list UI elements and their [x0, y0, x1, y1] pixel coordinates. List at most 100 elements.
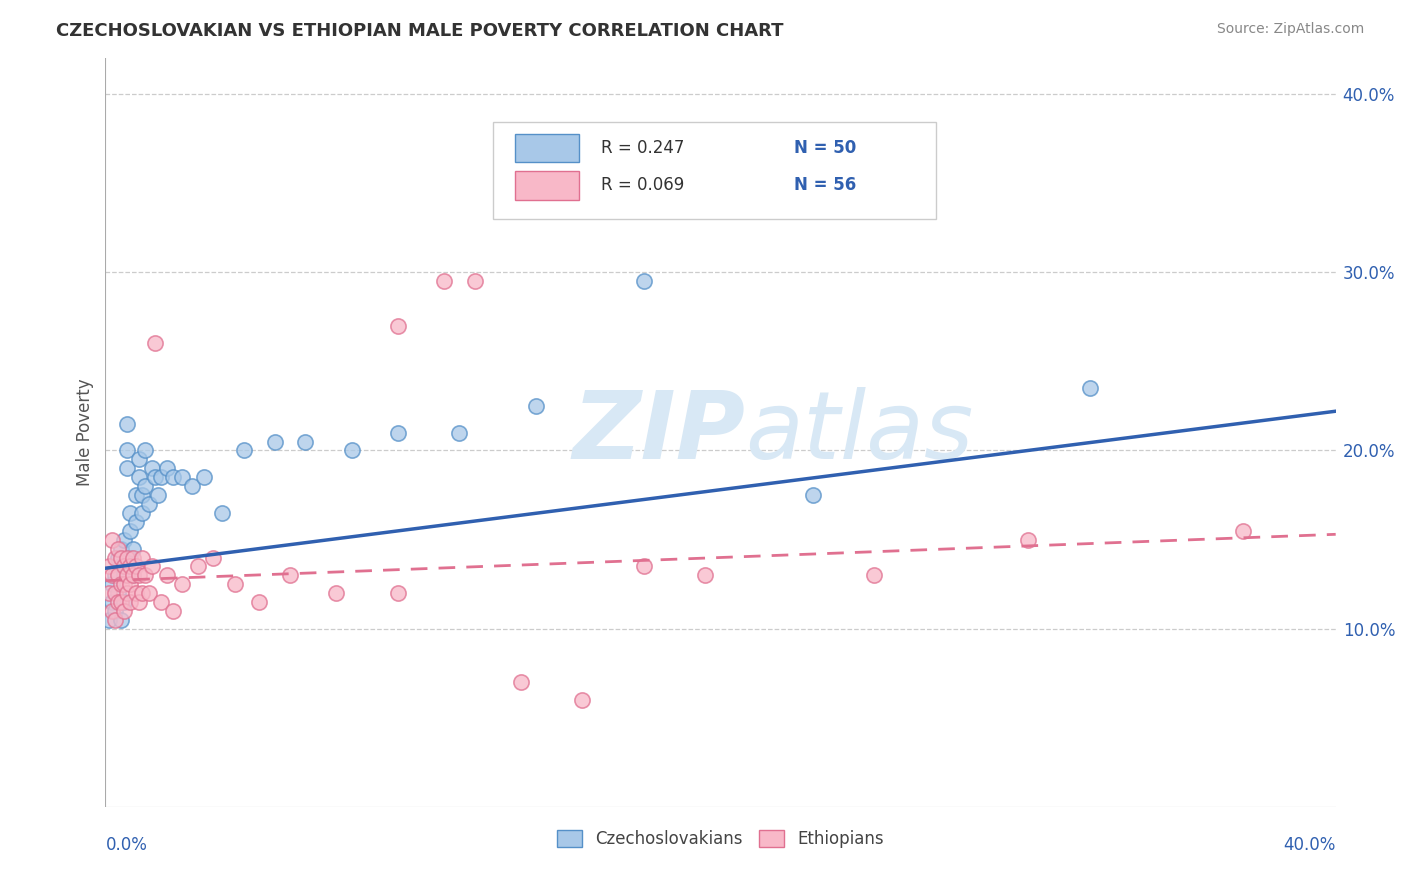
- Text: N = 50: N = 50: [794, 139, 856, 157]
- Point: [387, 318, 409, 333]
- Legend: Czechoslovakians, Ethiopians: Czechoslovakians, Ethiopians: [550, 823, 891, 855]
- Point: [193, 470, 215, 484]
- Point: [128, 568, 150, 582]
- Point: [134, 568, 156, 582]
- Point: [387, 425, 409, 440]
- Text: R = 0.069: R = 0.069: [602, 177, 685, 194]
- Point: [122, 568, 145, 582]
- Point: [112, 533, 135, 547]
- Text: atlas: atlas: [745, 387, 973, 478]
- Point: [115, 461, 138, 475]
- Point: [120, 577, 141, 591]
- Point: [464, 274, 486, 288]
- Point: [97, 559, 120, 574]
- Point: [325, 586, 347, 600]
- Point: [128, 595, 150, 609]
- Point: [112, 577, 135, 591]
- Point: [104, 613, 127, 627]
- Point: [278, 568, 301, 582]
- Point: [128, 470, 150, 484]
- Point: [202, 550, 225, 565]
- Point: [122, 568, 145, 582]
- Point: [149, 595, 172, 609]
- Point: [172, 470, 194, 484]
- Point: [138, 497, 160, 511]
- Text: ZIP: ZIP: [572, 386, 745, 479]
- Point: [141, 559, 163, 574]
- Point: [143, 470, 166, 484]
- Point: [107, 541, 129, 556]
- Point: [125, 488, 148, 502]
- Point: [211, 506, 233, 520]
- Point: [115, 568, 138, 582]
- Point: [110, 559, 132, 574]
- Point: [162, 604, 184, 618]
- Point: [104, 604, 127, 618]
- Point: [131, 550, 153, 565]
- Point: [107, 568, 129, 582]
- Point: [122, 550, 145, 565]
- Point: [141, 461, 163, 475]
- Point: [110, 577, 132, 591]
- Point: [571, 693, 593, 707]
- Point: [100, 577, 122, 591]
- Point: [146, 488, 169, 502]
- Point: [120, 595, 141, 609]
- Point: [143, 336, 166, 351]
- Point: [156, 461, 179, 475]
- Point: [100, 595, 122, 609]
- Point: [110, 595, 132, 609]
- Point: [149, 470, 172, 484]
- Text: 40.0%: 40.0%: [1284, 836, 1336, 854]
- Point: [115, 550, 138, 565]
- Point: [115, 443, 138, 458]
- Point: [1232, 524, 1254, 538]
- Point: [112, 559, 135, 574]
- Point: [131, 506, 153, 520]
- Text: 0.0%: 0.0%: [105, 836, 148, 854]
- Point: [97, 586, 120, 600]
- Point: [1078, 381, 1101, 395]
- Point: [120, 550, 141, 565]
- Point: [110, 550, 132, 565]
- Point: [156, 568, 179, 582]
- Point: [162, 470, 184, 484]
- Point: [340, 443, 363, 458]
- Point: [100, 604, 122, 618]
- Point: [801, 488, 824, 502]
- Text: N = 56: N = 56: [794, 177, 856, 194]
- Y-axis label: Male Poverty: Male Poverty: [76, 379, 94, 486]
- Point: [449, 425, 471, 440]
- Point: [509, 675, 531, 690]
- Point: [633, 274, 655, 288]
- Point: [387, 586, 409, 600]
- Point: [120, 559, 141, 574]
- Point: [104, 586, 127, 600]
- Point: [110, 541, 132, 556]
- Point: [695, 568, 717, 582]
- Point: [115, 586, 138, 600]
- Point: [263, 434, 285, 449]
- Point: [433, 274, 456, 288]
- Point: [100, 533, 122, 547]
- Point: [247, 595, 270, 609]
- FancyBboxPatch shape: [494, 121, 936, 219]
- Bar: [515, 171, 579, 200]
- Point: [107, 595, 129, 609]
- Point: [524, 399, 547, 413]
- Point: [224, 577, 246, 591]
- Point: [863, 568, 886, 582]
- Point: [172, 577, 194, 591]
- Point: [112, 595, 135, 609]
- Point: [120, 524, 141, 538]
- Point: [134, 479, 156, 493]
- Point: [1017, 533, 1039, 547]
- Point: [187, 559, 209, 574]
- Point: [294, 434, 316, 449]
- Text: R = 0.247: R = 0.247: [602, 139, 685, 157]
- Point: [104, 568, 127, 582]
- Text: Source: ZipAtlas.com: Source: ZipAtlas.com: [1216, 22, 1364, 37]
- Point: [138, 586, 160, 600]
- Point: [100, 568, 122, 582]
- Point: [180, 479, 202, 493]
